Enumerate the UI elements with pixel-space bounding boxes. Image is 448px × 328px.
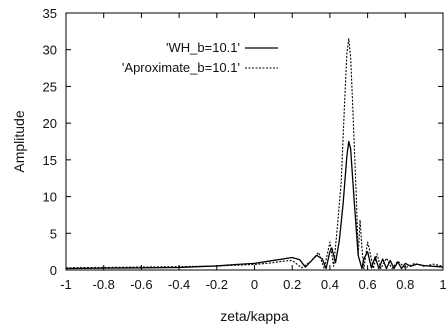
- y-tick-label: 35: [43, 6, 57, 21]
- y-tick-label: 0: [50, 263, 57, 278]
- y-tick-label: 20: [43, 116, 57, 131]
- y-tick-label: 25: [43, 79, 57, 94]
- y-tick-label: 5: [50, 226, 57, 241]
- x-tick-label: 0: [251, 277, 258, 292]
- ticks-layer: -1 -0.8 -0.6 -0.4 -0.2 0 0.2 0.4 0.6 0.8 105101520…: [43, 6, 447, 292]
- x-tick-label: -0.4: [168, 277, 190, 292]
- series-line-wh: [65, 140, 444, 270]
- x-tick-label: -1: [60, 277, 72, 292]
- legend-label-aproximate: 'Aproximate_b=10.1': [122, 60, 240, 75]
- x-axis-label: zeta/kappa: [220, 308, 289, 324]
- series-line-aproximate: [65, 38, 444, 270]
- x-tick-label: -0.2: [206, 277, 228, 292]
- x-tick-label: 0.2: [283, 277, 301, 292]
- y-tick-label: 10: [43, 190, 57, 205]
- y-axis-label: Amplitude: [11, 110, 27, 172]
- x-tick-label: -0.6: [130, 277, 152, 292]
- legend: 'WH_b=10.1' 'Aproximate_b=10.1': [122, 40, 278, 75]
- x-tick-label: 1: [439, 277, 446, 292]
- series-layer: [65, 38, 444, 270]
- y-tick-label: 30: [43, 43, 57, 58]
- x-tick-label: 0.6: [359, 277, 377, 292]
- x-tick-label: 0.8: [396, 277, 414, 292]
- x-tick-label: -0.8: [92, 277, 114, 292]
- legend-label-wh: 'WH_b=10.1': [166, 40, 240, 55]
- x-tick-label: 0.4: [321, 277, 339, 292]
- y-tick-label: 15: [43, 153, 57, 168]
- plot-frame: [65, 12, 444, 271]
